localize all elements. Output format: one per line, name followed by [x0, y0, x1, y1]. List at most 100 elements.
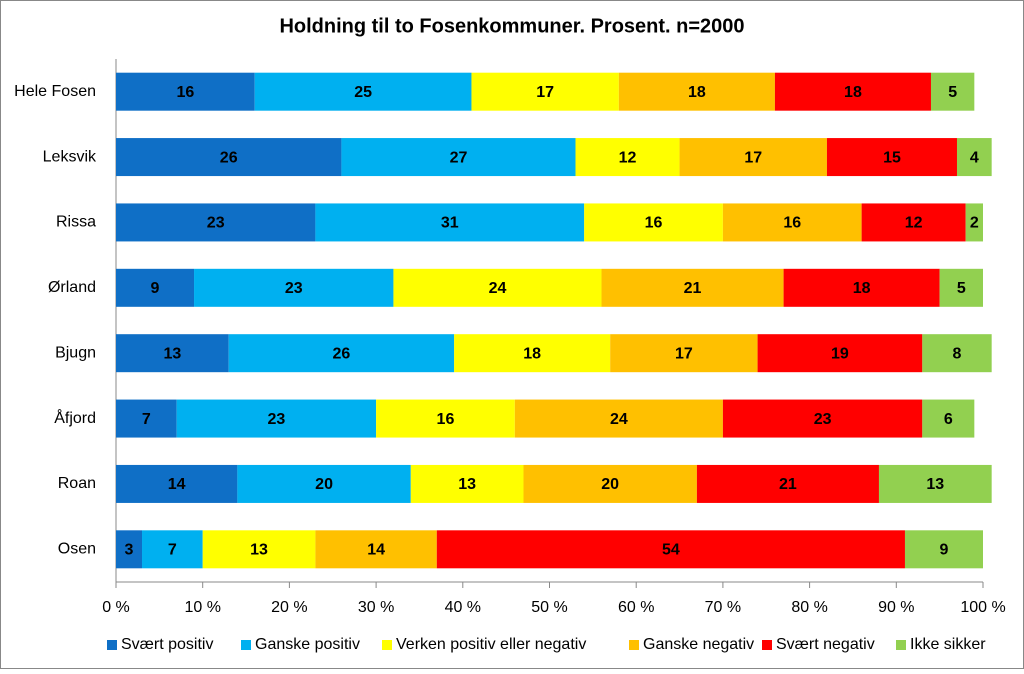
data-label: 17 — [744, 149, 762, 166]
x-tick-label: 50 % — [531, 599, 567, 616]
data-label: 23 — [285, 280, 303, 297]
bar-segment — [956, 138, 992, 177]
data-label: 18 — [844, 84, 862, 101]
legend-label: Svært positiv — [121, 636, 213, 653]
x-tick-label: 30 % — [358, 599, 394, 616]
legend-label: Ganske negativ — [643, 636, 754, 653]
data-label: 8 — [953, 345, 962, 362]
data-label: 25 — [354, 84, 372, 101]
legend-swatch — [896, 640, 906, 650]
legend-swatch — [107, 640, 117, 650]
x-tick-label: 80 % — [791, 599, 827, 616]
x-tick-label: 90 % — [878, 599, 914, 616]
data-label: 13 — [163, 345, 181, 362]
bar-segment — [922, 334, 992, 373]
bar-segment — [939, 268, 983, 307]
bar-segment — [601, 268, 784, 307]
legend-swatch — [382, 640, 392, 650]
data-label: 2 — [970, 215, 979, 232]
bar-segment — [575, 138, 680, 177]
y-tick-label: Åfjord — [54, 408, 96, 427]
data-label: 4 — [970, 149, 979, 166]
x-tick-label: 40 % — [445, 599, 481, 616]
bar-segment — [722, 203, 862, 242]
bar-segment — [878, 464, 992, 503]
data-label: 18 — [688, 84, 706, 101]
data-label: 3 — [125, 542, 134, 559]
legend-swatch — [762, 640, 772, 650]
x-tick-label: 0 % — [102, 599, 130, 616]
legend-label: Verken positiv eller negativ — [396, 636, 586, 653]
data-label: 23 — [267, 411, 285, 428]
bar-segment — [116, 203, 316, 242]
data-label: 21 — [779, 476, 797, 493]
data-label: 6 — [944, 411, 953, 428]
y-tick-label: Hele Fosen — [14, 83, 96, 100]
bar-segment — [436, 530, 905, 569]
bar-segment — [861, 203, 966, 242]
data-label: 16 — [783, 215, 801, 232]
data-label: 14 — [367, 542, 385, 559]
bar-segment — [228, 334, 455, 373]
y-tick-label: Osen — [58, 541, 96, 558]
data-label: 19 — [831, 345, 849, 362]
bar-segment — [904, 530, 983, 569]
data-label: 24 — [610, 411, 628, 428]
bar-segment — [254, 72, 472, 111]
data-label: 20 — [601, 476, 619, 493]
bar-segment — [176, 399, 377, 438]
data-label: 7 — [168, 542, 177, 559]
data-label: 20 — [315, 476, 333, 493]
data-label: 5 — [948, 84, 957, 101]
data-label: 23 — [814, 411, 832, 428]
x-tick-label: 10 % — [184, 599, 220, 616]
chart-title: Holdning til to Fosenkommuner. Prosent. … — [279, 15, 744, 37]
bar-segment — [826, 138, 957, 177]
bar-segment — [116, 464, 238, 503]
bar-segment — [410, 464, 524, 503]
bar-segment — [922, 399, 975, 438]
bar-segment — [116, 138, 342, 177]
bar-segment — [194, 268, 394, 307]
legend-label: Ganske positiv — [255, 636, 360, 653]
data-label: 54 — [662, 542, 680, 559]
bar-segment — [610, 334, 758, 373]
data-label: 12 — [619, 149, 637, 166]
data-label: 21 — [684, 280, 702, 297]
data-label: 31 — [441, 215, 459, 232]
x-tick-label: 20 % — [271, 599, 307, 616]
legend-swatch — [241, 640, 251, 650]
legend-swatch — [629, 640, 639, 650]
y-tick-label: Ørland — [48, 279, 96, 296]
bar-segment — [618, 72, 775, 111]
data-label: 16 — [176, 84, 194, 101]
data-label: 12 — [905, 215, 923, 232]
bar-segment — [965, 203, 983, 242]
y-tick-label: Roan — [58, 475, 96, 492]
data-label: 13 — [458, 476, 476, 493]
data-label: 13 — [250, 542, 268, 559]
bar-segment — [679, 138, 827, 177]
bar-segment — [523, 464, 697, 503]
bar-segment — [142, 530, 203, 569]
bar-segment — [471, 72, 619, 111]
data-label: 16 — [437, 411, 455, 428]
bar-segment — [757, 334, 923, 373]
legend-label: Svært negativ — [776, 636, 875, 653]
bar-segment — [116, 530, 143, 569]
data-label: 26 — [333, 345, 351, 362]
bar-segment — [783, 268, 940, 307]
data-label: 18 — [853, 280, 871, 297]
data-label: 17 — [675, 345, 693, 362]
x-tick-label: 100 % — [960, 599, 1005, 616]
data-label: 18 — [523, 345, 541, 362]
bar-segment — [237, 464, 411, 503]
y-tick-label: Leksvik — [43, 148, 97, 165]
bar-segment — [774, 72, 931, 111]
bar-segment — [930, 72, 975, 111]
bar-segment — [376, 399, 515, 438]
bar-segment — [454, 334, 611, 373]
data-label: 13 — [926, 476, 944, 493]
y-tick-label: Rissa — [56, 214, 96, 231]
